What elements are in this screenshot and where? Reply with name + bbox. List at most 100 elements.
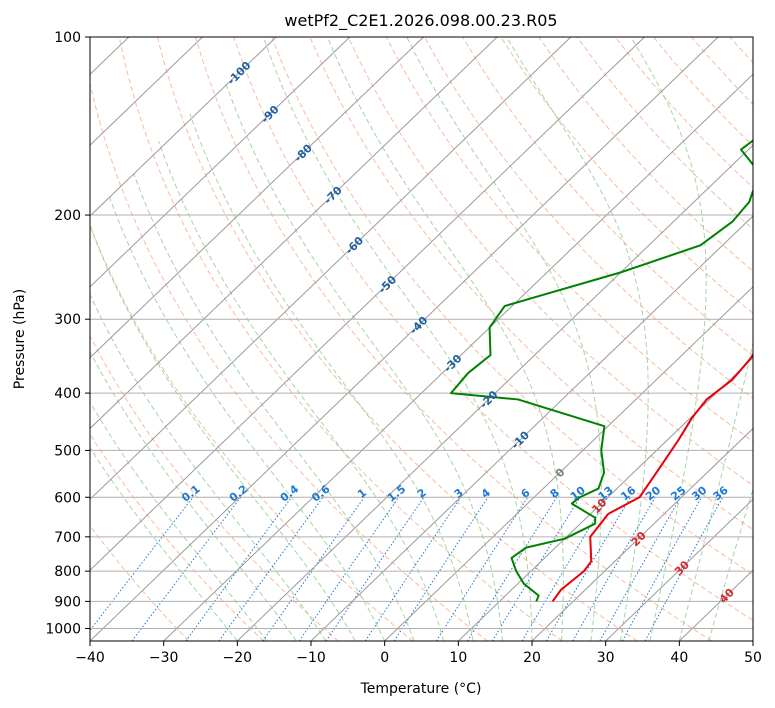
moist-adiabat-line [263, 37, 533, 641]
moist-adiabat-line [90, 350, 297, 641]
isotherm-line [90, 37, 203, 146]
mixing-ratio-label: 0.4 [278, 482, 302, 504]
mixing-ratio-label: 0.2 [227, 482, 250, 504]
dry-adiabat-line [90, 80, 488, 641]
dry-adiabat-line [614, 37, 753, 189]
isotherm-line [90, 37, 645, 571]
isotherm-line [90, 37, 351, 288]
moist-adiabat-line [678, 340, 753, 641]
mixing-ratio-line [185, 496, 292, 641]
plot-area: -100-90-80-70-60-50-40-30-20-10010203040… [90, 37, 775, 641]
x-axis-label: Temperature (°C) [360, 681, 482, 697]
dry-adiabat-line [156, 37, 638, 641]
dry-adiabat-line [462, 37, 753, 357]
y-axis-label: Pressure (hPa) [12, 289, 28, 389]
moist-adiabat-line [108, 194, 386, 641]
y-tick-label: 600 [54, 490, 81, 506]
x-tick-label: −20 [223, 650, 253, 666]
plot-frame [89, 36, 754, 642]
dry-adiabat-line [652, 37, 753, 147]
mixing-ratio-label: 0.6 [309, 482, 333, 504]
dry-adiabat-line [118, 37, 563, 641]
isotherm-line [90, 37, 498, 430]
moist-adiabat-line [225, 83, 504, 641]
moist-adiabat-line [406, 37, 602, 641]
isotherm-line [90, 37, 572, 501]
mixing-ratio-label: 36 [711, 483, 731, 503]
dry-adiabat-line [424, 37, 753, 400]
dry-adiabat-line [538, 37, 753, 272]
mixing-ratio-line [393, 496, 489, 641]
x-tick-label: −40 [75, 650, 105, 666]
moist-adiabat-line [189, 113, 474, 641]
mixing-ratio-line [364, 496, 462, 641]
x-tick-label: 10 [449, 650, 467, 666]
x-axis-ticks: −40 −30 −20 −10 0 10 20 30 40 50 [75, 641, 762, 666]
moist-adiabat-line [90, 446, 238, 641]
dry-adiabat-line [347, 37, 753, 486]
dry-adiabat-line [500, 37, 753, 314]
y-axis-ticks: 100 200 300 400 500 600 700 800 900 1000 [45, 30, 90, 637]
moist-adiabat-line [326, 37, 564, 641]
mixing-ratio-label: 1.5 [385, 482, 408, 504]
y-tick-label: 500 [54, 443, 81, 459]
moist-adiabat-line [158, 140, 445, 641]
moist-adiabat-line [506, 37, 649, 641]
mixing-ratio-line [90, 496, 194, 632]
x-tick-label: 50 [744, 650, 762, 666]
mixing-ratio-lines [90, 496, 724, 641]
isotherm-line [90, 37, 277, 217]
dry-adiabat-line [271, 37, 753, 576]
moist-adiabat-line [90, 224, 356, 641]
isotherm-line [531, 427, 753, 641]
y-tick-label: 700 [54, 530, 81, 546]
chart-title: wetPf2_C2E1.2026.098.00.23.R05 [284, 11, 557, 31]
y-tick-label: 800 [54, 564, 81, 580]
profile-series [449, 139, 753, 602]
mixing-ratio-label: 6 [519, 486, 533, 501]
x-tick-label: 30 [597, 650, 615, 666]
mixing-ratio-line [131, 496, 242, 641]
isotherm-line [752, 640, 753, 641]
x-tick-label: −10 [296, 650, 326, 666]
mixing-ratio-label: 2 [415, 486, 429, 501]
pressure-gridlines [90, 37, 753, 629]
mixing-ratio-line [325, 496, 425, 641]
dry-adiabat-line [691, 37, 753, 106]
mixing-ratio-label: 25 [668, 484, 688, 504]
y-tick-label: 300 [54, 312, 81, 328]
x-tick-label: 20 [523, 650, 541, 666]
moist-adiabat-line [133, 173, 415, 641]
dry-adiabat-line [729, 37, 753, 64]
isotherm-line [605, 498, 753, 641]
x-tick-label: 0 [380, 650, 389, 666]
isotherm-line [163, 73, 753, 641]
mixing-ratio-label: 4 [479, 486, 493, 501]
isotherms [90, 37, 753, 641]
mixing-ratio-line [467, 496, 558, 641]
mixing-ratio-label: 1 [355, 486, 369, 501]
y-tick-label: 1000 [45, 621, 81, 637]
x-tick-label: −30 [149, 650, 179, 666]
mixing-ratio-line [599, 497, 681, 641]
moist-adiabat-line [90, 293, 327, 641]
dry-adiabat-line [576, 37, 753, 230]
mixing-ratio-label: 10 [568, 483, 588, 503]
isotherm-line [90, 37, 424, 359]
moist-adiabat-line [630, 37, 707, 641]
moist-adiabat-line [708, 487, 753, 641]
mixing-ratio-line [491, 496, 581, 641]
mixing-ratio-label: 8 [548, 486, 562, 501]
isotherm-line [236, 144, 753, 641]
isotherm-line [384, 286, 753, 641]
dry-adiabat-line [90, 524, 190, 641]
temperature-profile-line [551, 352, 753, 602]
y-tick-label: 200 [54, 208, 81, 224]
mixing-ratio-line [572, 496, 656, 641]
dry-adiabat-line [768, 37, 775, 641]
x-tick-label: 40 [670, 650, 688, 666]
isotherm-line [90, 37, 719, 641]
dry-adiabat-line [385, 37, 753, 443]
dry-adiabat-line [90, 335, 339, 641]
isotherm-line [310, 215, 753, 641]
